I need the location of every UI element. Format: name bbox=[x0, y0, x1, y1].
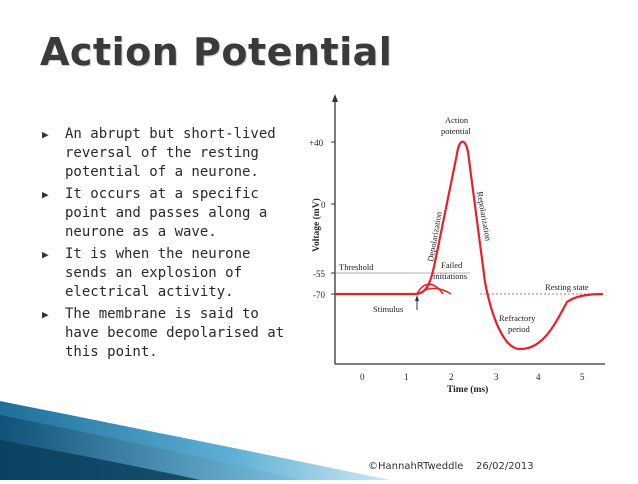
y-tick-label: -70 bbox=[313, 290, 325, 300]
action-potential-diagram: +40 0 -55 -70 Voltage (mV) 0 1 2 3 4 5 T… bbox=[305, 92, 615, 401]
label-stimulus: Stimulus bbox=[373, 304, 403, 314]
label-resting-state: Resting state bbox=[545, 282, 589, 292]
x-tick-label: 5 bbox=[580, 372, 585, 382]
y-tick-label: -55 bbox=[313, 269, 325, 279]
label-action: Action bbox=[445, 115, 469, 125]
footer-date: 26/02/2013 bbox=[476, 461, 534, 472]
label-initiations: initiations bbox=[433, 271, 467, 281]
x-tick-label: 0 bbox=[360, 372, 365, 382]
bullet-item: ▶ It occurs at a specific point and passe… bbox=[42, 185, 292, 242]
arrow-bullet-icon: ▶ bbox=[42, 308, 49, 321]
y-tick-label: +40 bbox=[309, 138, 324, 148]
label-failed: Failed bbox=[441, 260, 463, 270]
label-period: period bbox=[508, 324, 530, 334]
x-tick-label: 2 bbox=[449, 372, 454, 382]
y-tick-label: 0 bbox=[321, 200, 326, 210]
label-refractory: Refractory bbox=[499, 313, 536, 323]
arrow-bullet-icon: ▶ bbox=[42, 248, 49, 261]
x-axis-label: Time (ms) bbox=[447, 384, 488, 395]
action-potential-curve bbox=[335, 140, 604, 351]
x-tick-label: 1 bbox=[404, 372, 409, 382]
arrow-bullet-icon: ▶ bbox=[42, 128, 49, 141]
x-tick-label: 4 bbox=[536, 372, 541, 382]
label-threshold: Threshold bbox=[339, 262, 374, 272]
bullet-text: It occurs at a specific point and passes… bbox=[65, 186, 268, 240]
bullet-item: ▶ The membrane is said to have become dep… bbox=[42, 305, 292, 362]
bullet-list: ▶ An abrupt but short-lived reversal of t… bbox=[42, 125, 292, 365]
decorative-swoosh bbox=[0, 395, 638, 484]
arrow-bullet-icon: ▶ bbox=[42, 188, 49, 201]
x-tick-label: 3 bbox=[494, 372, 499, 382]
label-potential: potential bbox=[441, 126, 471, 136]
footer-author: ©HannahRTweddle bbox=[368, 461, 464, 472]
bullet-text: An abrupt but short-lived reversal of th… bbox=[65, 126, 276, 180]
stimulus-arrow-icon bbox=[415, 295, 419, 301]
y-axis-label: Voltage (mV) bbox=[311, 198, 322, 252]
bullet-item: ▶ It is when the neurone sends an explosi… bbox=[42, 245, 292, 302]
slide-title: Action Potential bbox=[40, 30, 393, 74]
y-axis-arrow-icon bbox=[332, 94, 338, 102]
bullet-text: It is when the neurone sends an explosio… bbox=[65, 246, 251, 300]
bullet-item: ▶ An abrupt but short-lived reversal of t… bbox=[42, 125, 292, 182]
bullet-text: The membrane is said to have become depo… bbox=[65, 306, 285, 360]
